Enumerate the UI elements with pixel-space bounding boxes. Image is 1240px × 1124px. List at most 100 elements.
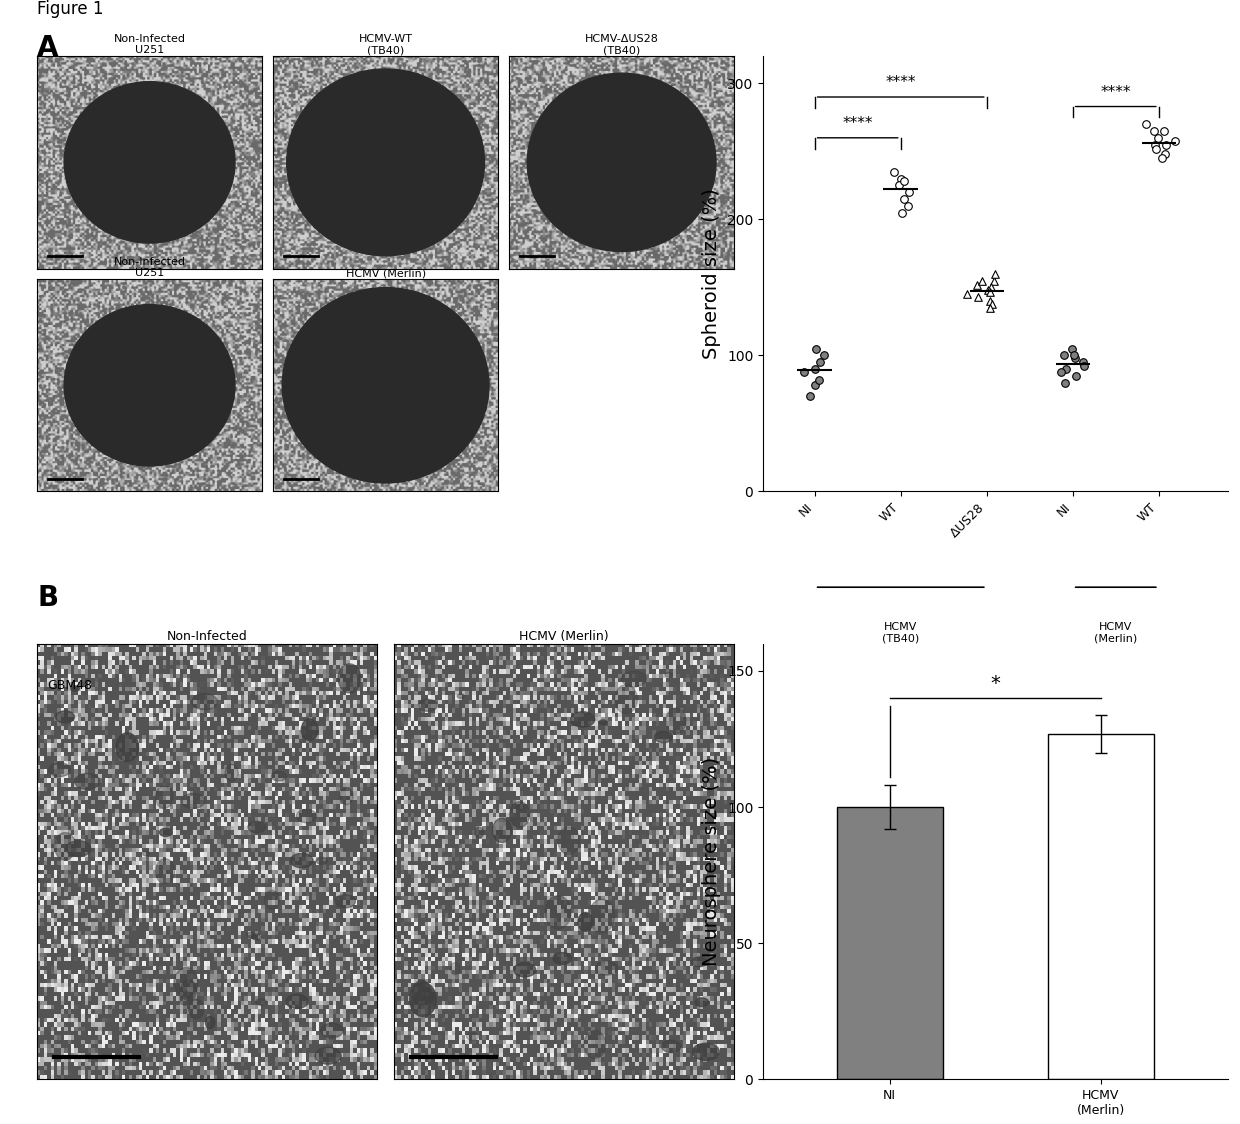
Circle shape <box>469 764 484 783</box>
Ellipse shape <box>692 883 712 896</box>
Circle shape <box>64 305 236 466</box>
Point <box>806 360 826 378</box>
Ellipse shape <box>156 762 177 774</box>
Circle shape <box>88 989 113 1021</box>
Ellipse shape <box>480 744 487 749</box>
Point <box>1145 123 1164 140</box>
Circle shape <box>68 782 87 806</box>
Point <box>1056 360 1076 378</box>
Point <box>890 170 910 188</box>
Point <box>1074 357 1094 375</box>
Bar <box>1048 734 1153 1079</box>
Circle shape <box>89 733 112 760</box>
Circle shape <box>450 936 458 946</box>
Title: Non-Infected
U251: Non-Infected U251 <box>114 256 186 279</box>
Point <box>899 183 919 201</box>
Point <box>1156 136 1176 154</box>
Circle shape <box>438 903 448 915</box>
Ellipse shape <box>91 667 107 678</box>
Ellipse shape <box>711 836 719 841</box>
Point <box>1074 353 1094 371</box>
Ellipse shape <box>340 944 353 953</box>
Ellipse shape <box>520 969 542 982</box>
Point <box>981 282 1001 300</box>
Circle shape <box>143 1004 164 1031</box>
Point <box>985 272 1004 290</box>
Circle shape <box>694 718 712 740</box>
Y-axis label: Spheroid size (%): Spheroid size (%) <box>702 189 722 360</box>
Text: HCMV
(TB40): HCMV (TB40) <box>882 622 919 644</box>
Circle shape <box>455 656 476 682</box>
Point <box>1153 123 1173 140</box>
Ellipse shape <box>197 688 218 701</box>
Ellipse shape <box>320 704 341 716</box>
Ellipse shape <box>161 694 177 704</box>
Point <box>794 363 813 381</box>
Ellipse shape <box>595 805 620 819</box>
Point <box>894 190 914 208</box>
Point <box>1055 373 1075 391</box>
Point <box>898 197 918 215</box>
Point <box>985 265 1004 283</box>
Circle shape <box>587 799 606 825</box>
Circle shape <box>283 288 489 483</box>
Point <box>813 346 833 364</box>
Circle shape <box>64 82 236 243</box>
Text: A: A <box>37 34 58 62</box>
Circle shape <box>202 678 223 705</box>
Title: Non-Infected
U251: Non-Infected U251 <box>114 34 186 55</box>
Point <box>894 172 914 190</box>
Text: B: B <box>37 584 58 613</box>
Text: GBM48: GBM48 <box>47 679 93 691</box>
Point <box>1054 346 1074 364</box>
Circle shape <box>95 863 104 876</box>
Ellipse shape <box>55 1028 81 1045</box>
Point <box>1064 346 1084 364</box>
Point <box>1148 129 1168 147</box>
Circle shape <box>286 69 485 256</box>
Ellipse shape <box>666 694 687 707</box>
Point <box>1066 366 1086 384</box>
Point <box>808 371 828 389</box>
Title: HCMV (Merlin): HCMV (Merlin) <box>346 269 425 279</box>
Circle shape <box>340 928 363 958</box>
Point <box>967 275 987 293</box>
Ellipse shape <box>234 968 253 979</box>
Circle shape <box>190 950 197 959</box>
Text: ****: **** <box>1101 84 1131 100</box>
Circle shape <box>242 1024 259 1046</box>
Ellipse shape <box>249 942 272 957</box>
Circle shape <box>630 990 646 1010</box>
Ellipse shape <box>188 1043 198 1050</box>
Ellipse shape <box>569 922 585 932</box>
Ellipse shape <box>110 990 120 996</box>
Text: ****: **** <box>885 75 916 90</box>
Ellipse shape <box>167 989 184 999</box>
Bar <box>837 807 942 1079</box>
Ellipse shape <box>533 998 552 1009</box>
Ellipse shape <box>403 809 430 826</box>
Title: HCMV-ΔUS28
(TB40): HCMV-ΔUS28 (TB40) <box>585 34 658 55</box>
Point <box>884 163 904 181</box>
Text: *: * <box>991 673 1001 692</box>
Title: HCMV (Merlin): HCMV (Merlin) <box>520 629 609 643</box>
Point <box>805 377 825 395</box>
Point <box>981 279 1001 297</box>
Point <box>1145 136 1164 154</box>
Point <box>1063 339 1083 357</box>
Circle shape <box>226 953 237 968</box>
Circle shape <box>99 863 118 888</box>
Ellipse shape <box>548 672 563 682</box>
Ellipse shape <box>341 963 352 971</box>
Point <box>1156 145 1176 163</box>
Point <box>1152 149 1172 167</box>
Point <box>889 176 909 194</box>
Circle shape <box>583 700 590 709</box>
Point <box>800 388 820 406</box>
Y-axis label: Neurosphere size (%): Neurosphere size (%) <box>702 756 722 966</box>
Circle shape <box>206 732 215 743</box>
Point <box>972 272 992 290</box>
Ellipse shape <box>79 772 88 777</box>
Point <box>980 299 999 317</box>
Point <box>978 281 998 299</box>
